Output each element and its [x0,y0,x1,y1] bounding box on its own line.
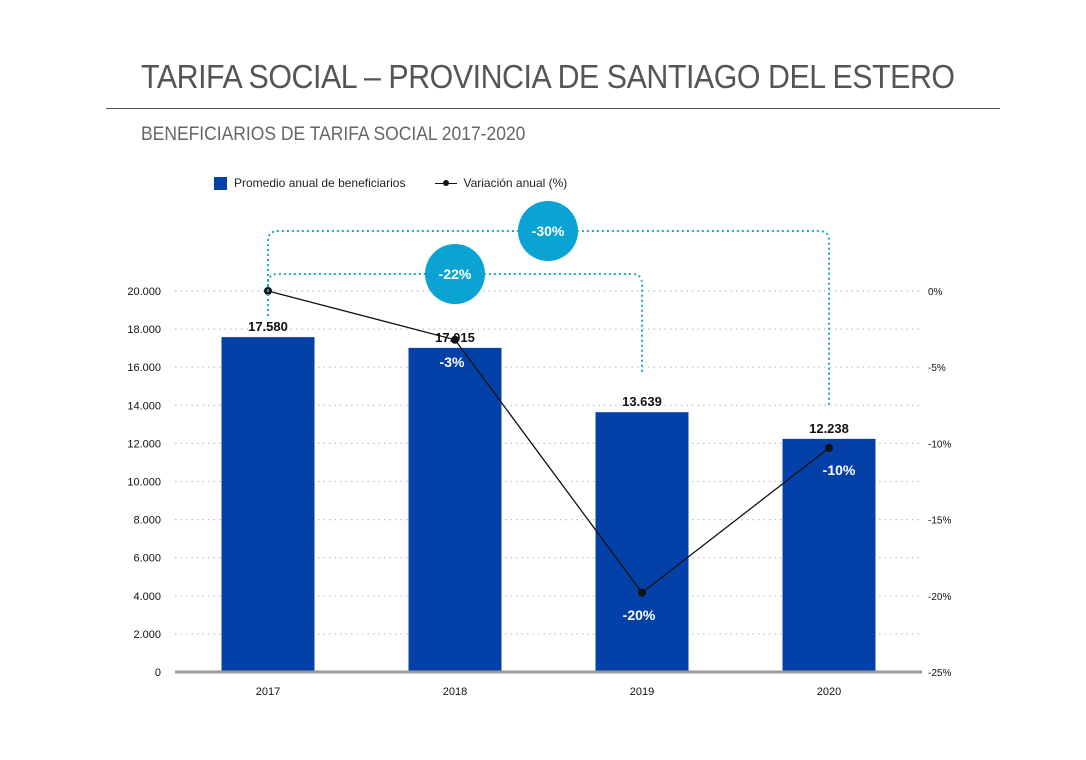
page-title: TARIFA SOCIAL – PROVINCIA DE SANTIAGO DE… [141,58,955,95]
change-bubble [425,244,485,304]
bar-value-label: 12.238 [809,421,849,436]
change-bubble [518,201,578,261]
y-right-tick-label: -5% [928,363,946,374]
bar [221,337,315,672]
legend-bar-swatch [214,176,227,190]
y-left-tick-label: 16.000 [127,362,161,374]
legend-bar-label: Promedio anual de beneficiarios [234,176,406,190]
variation-point [638,588,646,597]
legend-line-label: Variación anual (%) [463,176,568,190]
y-left-tick-label: 14.000 [127,400,161,412]
variation-line [267,290,830,594]
bar [595,412,689,672]
y-left-tick-label: 6.000 [133,553,161,565]
y-left-tick-label: 8.000 [133,515,161,527]
variation-point [451,335,459,344]
y-left-tick-label: 10.000 [127,477,161,489]
y-left-tick-label: 0 [155,667,161,679]
y-left-tick-label: 4.000 [133,591,161,603]
bar-value-label: 13.639 [622,394,662,409]
y-right-tick-label: -25% [928,668,951,679]
variation-point [825,443,833,452]
variation-label: -3% [440,354,465,370]
bar [782,438,876,672]
y-left-tick-label: 2.000 [133,629,161,641]
bar [408,347,502,672]
chart-legend: Promedio anual de beneficiarios Variació… [214,176,567,190]
y-right-tick-label: -20% [928,592,951,603]
variation-label: -10% [823,462,856,478]
x-tick-label: 2018 [443,686,467,698]
y-left-tick-label: 18.000 [127,324,161,336]
page-subtitle: BENEFICIARIOS DE TARIFA SOCIAL 2017-2020 [141,124,526,145]
legend-item-line: Variación anual (%) [405,176,567,190]
x-tick-label: 2017 [256,686,280,698]
title-divider [106,108,1000,109]
change-bubble-label: -22% [439,266,472,282]
variation-label: -20% [623,607,656,623]
y-right-tick-label: 0% [928,287,943,298]
y-right-tick-label: -10% [928,439,951,450]
y-right-tick-label: -15% [928,516,951,527]
legend-item-bars: Promedio anual de beneficiarios [214,176,405,190]
bar-value-label: 17.580 [248,319,288,334]
legend-line-marker-icon [435,177,458,189]
y-left-tick-label: 20.000 [127,286,161,298]
y-left-tick-label: 12.000 [127,438,161,450]
change-bubble-label: -30% [532,223,565,239]
x-tick-label: 2020 [817,686,841,698]
x-tick-label: 2019 [630,686,654,698]
